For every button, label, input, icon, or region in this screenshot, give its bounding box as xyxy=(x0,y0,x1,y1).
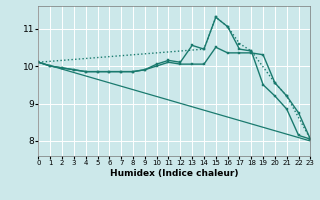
X-axis label: Humidex (Indice chaleur): Humidex (Indice chaleur) xyxy=(110,169,239,178)
